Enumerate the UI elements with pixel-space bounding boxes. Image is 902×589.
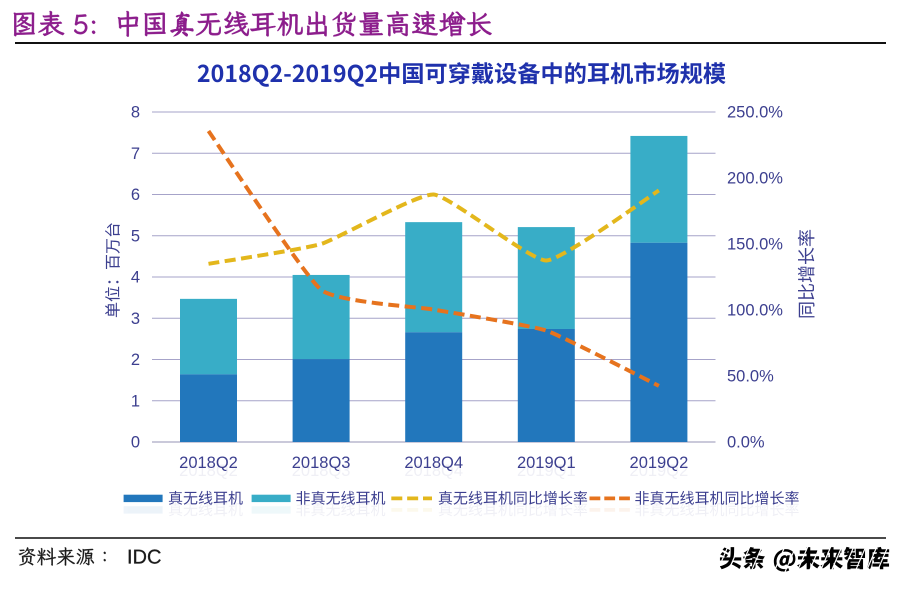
svg-text:5: 5 — [131, 227, 140, 245]
svg-text:2018Q4: 2018Q4 — [404, 462, 463, 480]
svg-text:250.0%: 250.0% — [727, 104, 783, 122]
svg-text:200.0%: 200.0% — [727, 170, 783, 188]
svg-text:2019Q2: 2019Q2 — [630, 454, 689, 472]
svg-text:6: 6 — [131, 186, 140, 204]
svg-text:1: 1 — [131, 392, 140, 410]
svg-text:2018Q2: 2018Q2 — [179, 462, 238, 480]
svg-text:8: 8 — [131, 104, 140, 122]
svg-text:0: 0 — [131, 434, 140, 452]
svg-text:2018Q3: 2018Q3 — [292, 454, 351, 472]
svg-text:50.0%: 50.0% — [727, 368, 774, 386]
svg-text:2018Q4: 2018Q4 — [404, 454, 463, 472]
svg-text:2: 2 — [131, 351, 140, 369]
svg-text:2019Q1: 2019Q1 — [517, 454, 576, 472]
svg-text:2018Q2: 2018Q2 — [179, 454, 238, 472]
svg-text:150.0%: 150.0% — [727, 236, 783, 254]
svg-text:2019Q1: 2019Q1 — [517, 462, 576, 480]
svg-text:2018Q3: 2018Q3 — [292, 462, 351, 480]
svg-text:7: 7 — [131, 145, 140, 163]
svg-text:2019Q2: 2019Q2 — [630, 462, 689, 480]
svg-text:4: 4 — [131, 269, 140, 287]
svg-text:100.0%: 100.0% — [727, 302, 783, 320]
svg-text:3: 3 — [131, 310, 140, 328]
svg-text:0.0%: 0.0% — [727, 434, 765, 452]
